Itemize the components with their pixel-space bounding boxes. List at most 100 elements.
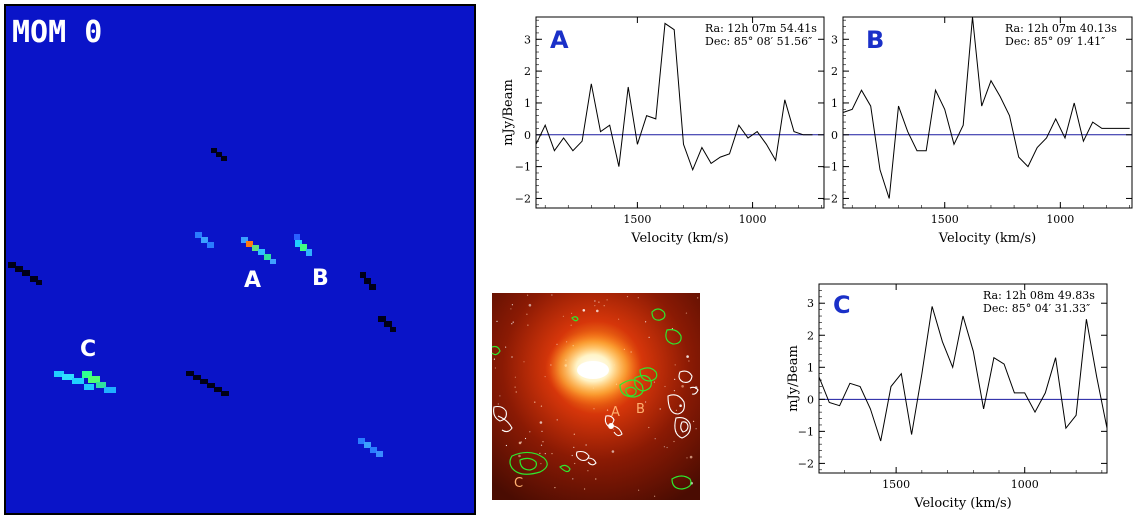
star bbox=[673, 440, 675, 443]
star bbox=[573, 446, 575, 448]
star bbox=[606, 409, 609, 411]
star bbox=[584, 488, 586, 490]
star bbox=[681, 385, 684, 388]
star bbox=[515, 391, 517, 393]
star bbox=[606, 299, 608, 301]
star bbox=[529, 431, 531, 433]
star bbox=[542, 441, 544, 443]
star bbox=[645, 401, 647, 403]
star bbox=[587, 470, 589, 472]
star bbox=[514, 386, 516, 388]
star bbox=[540, 405, 543, 407]
y-tick-label: −1 bbox=[515, 161, 531, 174]
optical-label-A: A bbox=[611, 405, 620, 420]
y-tick-label: 0 bbox=[524, 129, 531, 142]
hi-contours-white bbox=[493, 370, 699, 466]
star bbox=[499, 395, 501, 397]
star bbox=[540, 463, 542, 465]
y-tick-label: 1 bbox=[831, 97, 838, 110]
galaxy-nucleus bbox=[577, 361, 609, 379]
mom0-map: MOM 0 bbox=[4, 4, 476, 515]
star bbox=[693, 420, 695, 422]
y-tick-label: −2 bbox=[515, 192, 531, 205]
emission-blob-A bbox=[241, 237, 276, 264]
y-tick-label: 3 bbox=[807, 297, 814, 310]
star bbox=[585, 444, 587, 446]
star bbox=[653, 381, 656, 383]
star bbox=[570, 324, 572, 326]
star bbox=[544, 376, 546, 378]
x-tick-label: 1000 bbox=[1011, 478, 1039, 491]
star bbox=[611, 450, 615, 453]
star bbox=[594, 300, 596, 302]
star bbox=[518, 454, 521, 458]
coord-dec: Dec: 85° 04′ 31.33″ bbox=[983, 302, 1090, 315]
emission-blob-left-small bbox=[195, 232, 214, 248]
y-tick-label: 2 bbox=[807, 329, 814, 342]
star bbox=[497, 403, 499, 405]
mom0-title: MOM 0 bbox=[12, 15, 102, 50]
x-axis-label: Velocity (km/s) bbox=[913, 496, 1011, 511]
star bbox=[689, 455, 693, 459]
star bbox=[594, 305, 596, 307]
star bbox=[505, 444, 507, 447]
coord-ra: Ra: 12h 08m 49.83s bbox=[983, 289, 1095, 302]
star bbox=[654, 495, 656, 497]
star bbox=[551, 294, 553, 296]
star bbox=[572, 478, 574, 480]
star bbox=[618, 318, 620, 320]
star bbox=[686, 457, 688, 459]
star bbox=[494, 367, 496, 369]
y-tick-label: 2 bbox=[524, 65, 531, 78]
star bbox=[663, 446, 666, 448]
star bbox=[645, 321, 647, 323]
y-tick-label: −1 bbox=[798, 425, 814, 438]
star bbox=[556, 419, 558, 421]
star bbox=[520, 441, 522, 443]
star bbox=[674, 378, 676, 380]
star bbox=[541, 430, 543, 432]
y-tick-label: −1 bbox=[822, 161, 838, 174]
star bbox=[511, 323, 513, 325]
x-tick-label: 1500 bbox=[931, 213, 959, 226]
emission-blob-right-dark-2 bbox=[378, 316, 396, 332]
star bbox=[526, 313, 528, 315]
optical-image: A B C bbox=[491, 293, 700, 500]
mom0-background bbox=[4, 4, 476, 515]
star bbox=[505, 346, 507, 348]
mom0-label-B: B bbox=[312, 266, 329, 291]
x-tick-label: 1000 bbox=[739, 213, 767, 226]
star bbox=[685, 312, 688, 314]
star bbox=[679, 404, 682, 408]
star bbox=[527, 294, 529, 296]
emission-blob-C bbox=[54, 371, 116, 393]
star bbox=[673, 390, 676, 392]
star bbox=[534, 401, 536, 403]
coord-ra: Ra: 12h 07m 54.41s bbox=[705, 22, 817, 35]
star bbox=[518, 441, 522, 445]
star bbox=[544, 453, 546, 455]
star bbox=[511, 304, 513, 306]
hi-contours-green bbox=[491, 308, 692, 490]
star bbox=[523, 361, 525, 363]
x-axis-label: Velocity (km/s) bbox=[630, 231, 728, 246]
series-line bbox=[535, 22, 813, 172]
mom0-label-A: A bbox=[244, 268, 261, 293]
star bbox=[654, 438, 656, 440]
star bbox=[511, 356, 513, 358]
bright-star bbox=[608, 423, 614, 429]
star bbox=[574, 462, 576, 465]
y-axis-label: mJy/Beam bbox=[501, 79, 516, 146]
star bbox=[571, 312, 573, 314]
star bbox=[626, 296, 629, 298]
spectrum-plot-B: −2 −1 0 1 2 3 1500 1000 Velocity (km/s) B Ra: 12h … bbox=[822, 16, 1133, 246]
x-tick-label: 1500 bbox=[623, 213, 651, 226]
star bbox=[697, 297, 699, 299]
series-line bbox=[842, 16, 1130, 199]
optical-label-C: C bbox=[514, 476, 523, 491]
y-tick-label: −2 bbox=[822, 192, 838, 205]
panel-label: A bbox=[550, 26, 569, 54]
emission-blob-left-dark bbox=[8, 262, 42, 285]
